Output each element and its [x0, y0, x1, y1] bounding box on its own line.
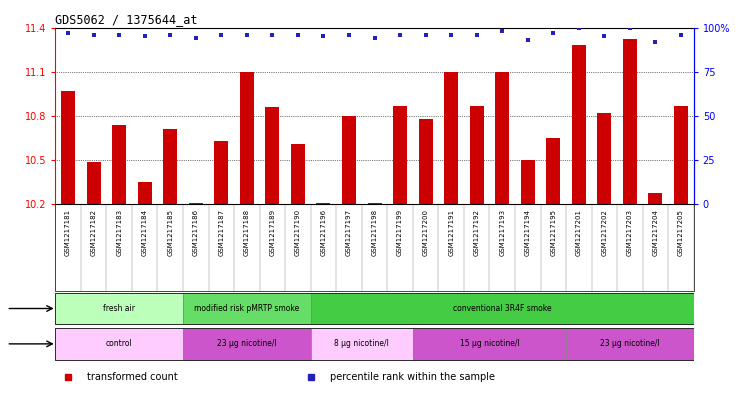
- Text: GSM1217205: GSM1217205: [678, 209, 684, 255]
- Text: GSM1217181: GSM1217181: [65, 209, 71, 256]
- Text: GSM1217197: GSM1217197: [346, 209, 352, 256]
- Point: [420, 31, 432, 38]
- Bar: [266, 107, 280, 204]
- Text: GSM1217193: GSM1217193: [499, 209, 506, 256]
- Text: GSM1217187: GSM1217187: [218, 209, 224, 256]
- Point: [368, 35, 381, 41]
- Bar: [444, 72, 458, 204]
- Point: [88, 31, 100, 38]
- Text: GSM1217184: GSM1217184: [142, 209, 148, 256]
- Point: [292, 31, 304, 38]
- Bar: [368, 203, 382, 204]
- Bar: [183, 292, 311, 325]
- Point: [496, 28, 508, 34]
- Point: [548, 29, 559, 36]
- Bar: [495, 72, 509, 204]
- Point: [445, 31, 457, 38]
- Point: [215, 31, 227, 38]
- Bar: [55, 292, 183, 325]
- Point: [139, 33, 151, 39]
- Bar: [566, 328, 694, 360]
- Bar: [138, 182, 152, 204]
- Bar: [214, 141, 228, 204]
- Text: GSM1217188: GSM1217188: [244, 209, 250, 256]
- Bar: [311, 328, 413, 360]
- Text: GSM1217190: GSM1217190: [295, 209, 301, 256]
- Bar: [342, 116, 356, 204]
- Text: control: control: [106, 340, 133, 348]
- Text: percentile rank within the sample: percentile rank within the sample: [330, 372, 495, 382]
- Bar: [163, 129, 177, 204]
- Text: GSM1217186: GSM1217186: [193, 209, 199, 256]
- Text: GSM1217189: GSM1217189: [269, 209, 275, 256]
- Point: [649, 39, 661, 45]
- Bar: [86, 162, 100, 204]
- Text: GSM1217204: GSM1217204: [652, 209, 658, 255]
- Text: GSM1217192: GSM1217192: [474, 209, 480, 256]
- Text: GSM1217191: GSM1217191: [448, 209, 454, 256]
- Bar: [469, 106, 483, 204]
- Bar: [597, 113, 611, 204]
- Text: GSM1217203: GSM1217203: [627, 209, 633, 256]
- Bar: [311, 292, 694, 325]
- Bar: [317, 203, 331, 204]
- Point: [114, 31, 125, 38]
- Point: [62, 29, 74, 36]
- Text: GSM1217195: GSM1217195: [551, 209, 556, 256]
- Text: GSM1217198: GSM1217198: [371, 209, 378, 256]
- Bar: [112, 125, 126, 204]
- Text: GSM1217185: GSM1217185: [168, 209, 173, 256]
- Bar: [674, 106, 688, 204]
- Text: modified risk pMRTP smoke: modified risk pMRTP smoke: [194, 304, 300, 313]
- Text: 8 μg nicotine/l: 8 μg nicotine/l: [334, 340, 389, 348]
- Bar: [546, 138, 560, 204]
- Point: [317, 33, 329, 39]
- Point: [165, 31, 176, 38]
- Point: [394, 31, 406, 38]
- Text: conventional 3R4F smoke: conventional 3R4F smoke: [453, 304, 551, 313]
- Bar: [240, 72, 254, 204]
- Point: [190, 35, 201, 41]
- Point: [241, 31, 252, 38]
- Point: [675, 31, 687, 38]
- Text: GDS5062 / 1375644_at: GDS5062 / 1375644_at: [55, 13, 198, 26]
- Text: GSM1217194: GSM1217194: [525, 209, 531, 256]
- Text: 23 μg nicotine/l: 23 μg nicotine/l: [600, 340, 660, 348]
- Text: GSM1217183: GSM1217183: [116, 209, 123, 256]
- Point: [624, 24, 635, 31]
- Bar: [418, 119, 432, 204]
- Point: [471, 31, 483, 38]
- Point: [343, 31, 355, 38]
- Text: 23 μg nicotine/l: 23 μg nicotine/l: [217, 340, 277, 348]
- Text: GSM1217199: GSM1217199: [397, 209, 403, 256]
- Bar: [189, 203, 203, 204]
- Bar: [623, 39, 637, 204]
- Bar: [183, 328, 311, 360]
- Text: GSM1217202: GSM1217202: [601, 209, 607, 255]
- Bar: [291, 144, 305, 204]
- Text: transformed count: transformed count: [87, 372, 178, 382]
- Text: GSM1217200: GSM1217200: [423, 209, 429, 256]
- Text: 15 μg nicotine/l: 15 μg nicotine/l: [460, 340, 520, 348]
- Text: GSM1217201: GSM1217201: [576, 209, 582, 256]
- Bar: [393, 106, 407, 204]
- Bar: [521, 160, 535, 204]
- Text: GSM1217196: GSM1217196: [320, 209, 326, 256]
- Point: [599, 33, 610, 39]
- Bar: [649, 193, 663, 204]
- Point: [573, 24, 584, 31]
- Point: [522, 37, 534, 43]
- Bar: [55, 328, 183, 360]
- Text: fresh air: fresh air: [103, 304, 135, 313]
- Bar: [572, 45, 586, 204]
- Text: GSM1217182: GSM1217182: [91, 209, 97, 256]
- Bar: [413, 328, 566, 360]
- Point: [266, 31, 278, 38]
- Bar: [61, 91, 75, 204]
